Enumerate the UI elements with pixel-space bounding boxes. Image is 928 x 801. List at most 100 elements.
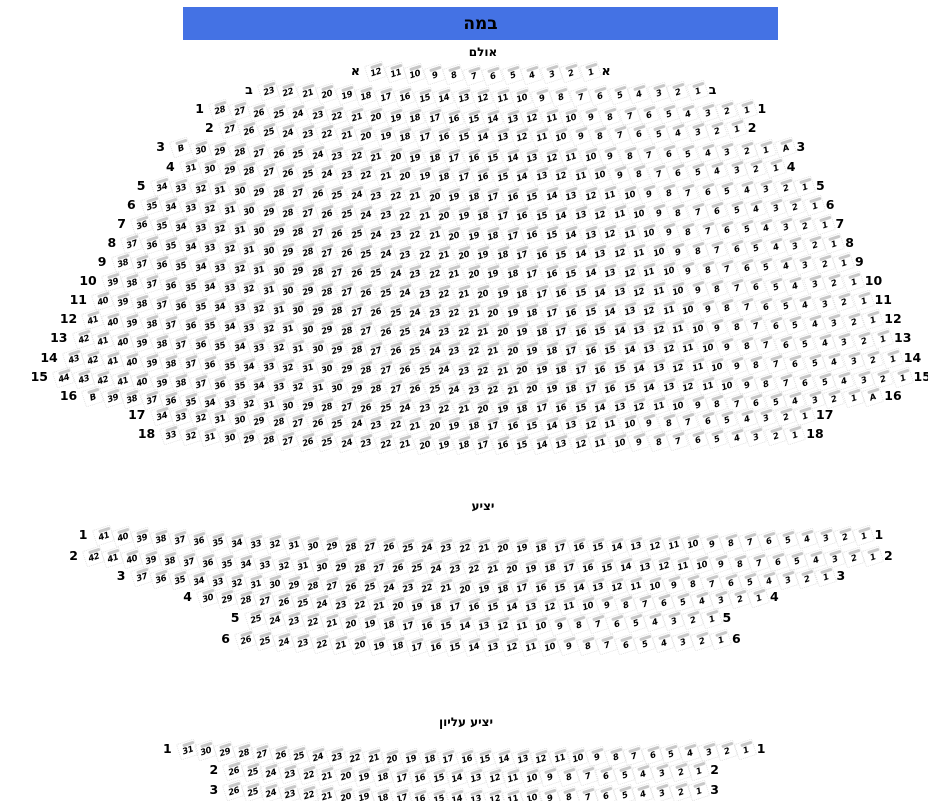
seat[interactable]: 8 <box>597 105 622 128</box>
seat[interactable]: 10 <box>528 614 552 637</box>
seat[interactable]: 24 <box>363 222 388 246</box>
seat[interactable]: 31 <box>227 218 251 241</box>
seat[interactable]: 20 <box>432 204 456 227</box>
seat[interactable]: 17 <box>490 204 514 227</box>
seat[interactable]: 28 <box>237 159 261 182</box>
seat[interactable]: 16 <box>471 165 495 188</box>
seat[interactable]: 32 <box>276 356 300 379</box>
seat[interactable]: 6 <box>783 351 807 375</box>
seat[interactable]: 4 <box>666 121 690 144</box>
seat[interactable]: 26 <box>354 281 378 304</box>
seat[interactable]: 22 <box>441 301 466 324</box>
seat[interactable]: 30 <box>315 357 339 380</box>
seat[interactable]: 24 <box>402 301 427 324</box>
seat[interactable]: 16 <box>519 223 544 246</box>
seat[interactable]: 17 <box>558 339 583 362</box>
seat[interactable]: 23 <box>433 536 457 559</box>
seat[interactable]: 24 <box>344 183 368 206</box>
seat[interactable]: 5 <box>632 632 657 655</box>
seat[interactable]: 4 <box>753 216 778 239</box>
seat[interactable]: 40 <box>120 350 144 373</box>
seat[interactable]: 41 <box>81 308 105 331</box>
seat[interactable]: 5 <box>783 313 807 336</box>
seat[interactable]: 1 <box>763 155 787 179</box>
seat[interactable]: 29 <box>315 318 339 341</box>
seat[interactable]: 9 <box>636 182 661 205</box>
seat[interactable]: 5 <box>714 179 739 202</box>
seat[interactable]: 41 <box>90 328 115 352</box>
seat[interactable]: 33 <box>188 216 212 239</box>
seat[interactable]: 14 <box>500 146 524 169</box>
seat[interactable]: 7 <box>646 161 670 185</box>
seat[interactable]: 23 <box>383 223 407 246</box>
seat[interactable]: 10 <box>402 62 427 85</box>
seat[interactable]: 3 <box>753 177 778 200</box>
seat[interactable]: 12 <box>471 86 495 109</box>
seat[interactable]: 16 <box>414 614 438 637</box>
seat[interactable]: 26 <box>402 377 427 400</box>
seat[interactable]: 35 <box>149 214 173 237</box>
seat[interactable]: 24 <box>344 412 368 435</box>
seat[interactable]: 5 <box>784 549 809 572</box>
seat[interactable]: 4 <box>695 141 719 164</box>
seat[interactable]: 9 <box>656 220 680 243</box>
seat[interactable]: 18 <box>490 576 514 600</box>
seat[interactable]: 8 <box>613 593 638 616</box>
seat[interactable]: 33 <box>159 423 183 446</box>
seat[interactable]: 14 <box>539 413 563 437</box>
seat[interactable]: 35 <box>188 295 212 318</box>
seat[interactable]: 27 <box>383 377 407 400</box>
seat[interactable]: 1 <box>831 251 856 274</box>
seat[interactable]: 9 <box>547 613 571 637</box>
seat[interactable]: 36 <box>168 294 193 317</box>
seat[interactable]: 3 <box>714 140 739 163</box>
seat[interactable]: 35 <box>168 254 193 277</box>
seat[interactable]: 16 <box>568 320 592 343</box>
seat[interactable]: 25 <box>393 320 417 343</box>
seat[interactable]: 18 <box>432 165 456 188</box>
seat[interactable]: 19 <box>519 339 544 362</box>
seat[interactable]: 25 <box>266 101 290 125</box>
seat[interactable]: 16 <box>510 204 534 227</box>
seat[interactable]: 17 <box>395 613 419 637</box>
seat[interactable]: 1 <box>880 346 904 370</box>
seat[interactable]: 38 <box>148 527 172 550</box>
seat[interactable]: 1 <box>687 758 711 782</box>
seat[interactable]: 24 <box>412 320 436 343</box>
seat[interactable]: 28 <box>344 338 368 361</box>
seat[interactable]: 19 <box>529 358 553 381</box>
seat[interactable]: 31 <box>266 298 290 321</box>
seat[interactable]: 14 <box>432 86 456 109</box>
seat[interactable]: 15 <box>568 281 592 304</box>
seat[interactable]: 26 <box>276 161 300 184</box>
seat[interactable]: 5 <box>685 160 709 183</box>
seat[interactable]: 39 <box>129 331 154 354</box>
seat[interactable]: 12 <box>588 203 612 226</box>
seat[interactable]: 5 <box>773 294 797 317</box>
seat[interactable]: 13 <box>627 318 651 341</box>
seat[interactable]: 17 <box>422 106 446 129</box>
seat[interactable]: 8 <box>646 430 670 453</box>
seat[interactable]: 25 <box>285 142 310 165</box>
seat[interactable]: 11 <box>627 241 651 264</box>
seat[interactable]: 12 <box>607 241 631 264</box>
seat[interactable]: 8 <box>753 372 778 395</box>
seat[interactable]: 13 <box>607 280 631 303</box>
seat[interactable]: 7 <box>675 181 700 204</box>
seat[interactable]: 14 <box>636 376 661 399</box>
seat[interactable]: 3 <box>775 568 799 591</box>
seat[interactable]: 36 <box>149 253 173 276</box>
seat[interactable]: 17 <box>480 185 505 208</box>
seat[interactable]: 31 <box>285 337 310 360</box>
seat[interactable]: 18 <box>528 536 552 559</box>
seat[interactable]: 13 <box>490 125 514 148</box>
seat[interactable]: 20 <box>422 185 446 208</box>
seat[interactable]: 42 <box>81 348 105 371</box>
seat[interactable]: 8 <box>695 258 719 281</box>
seat[interactable]: 27 <box>357 535 381 558</box>
seat[interactable]: 3 <box>744 425 768 448</box>
seat[interactable]: 13 <box>597 261 622 284</box>
seat[interactable]: 8 <box>549 85 573 108</box>
seat[interactable]: 9 <box>675 259 700 282</box>
seat[interactable]: 16 <box>528 576 552 599</box>
